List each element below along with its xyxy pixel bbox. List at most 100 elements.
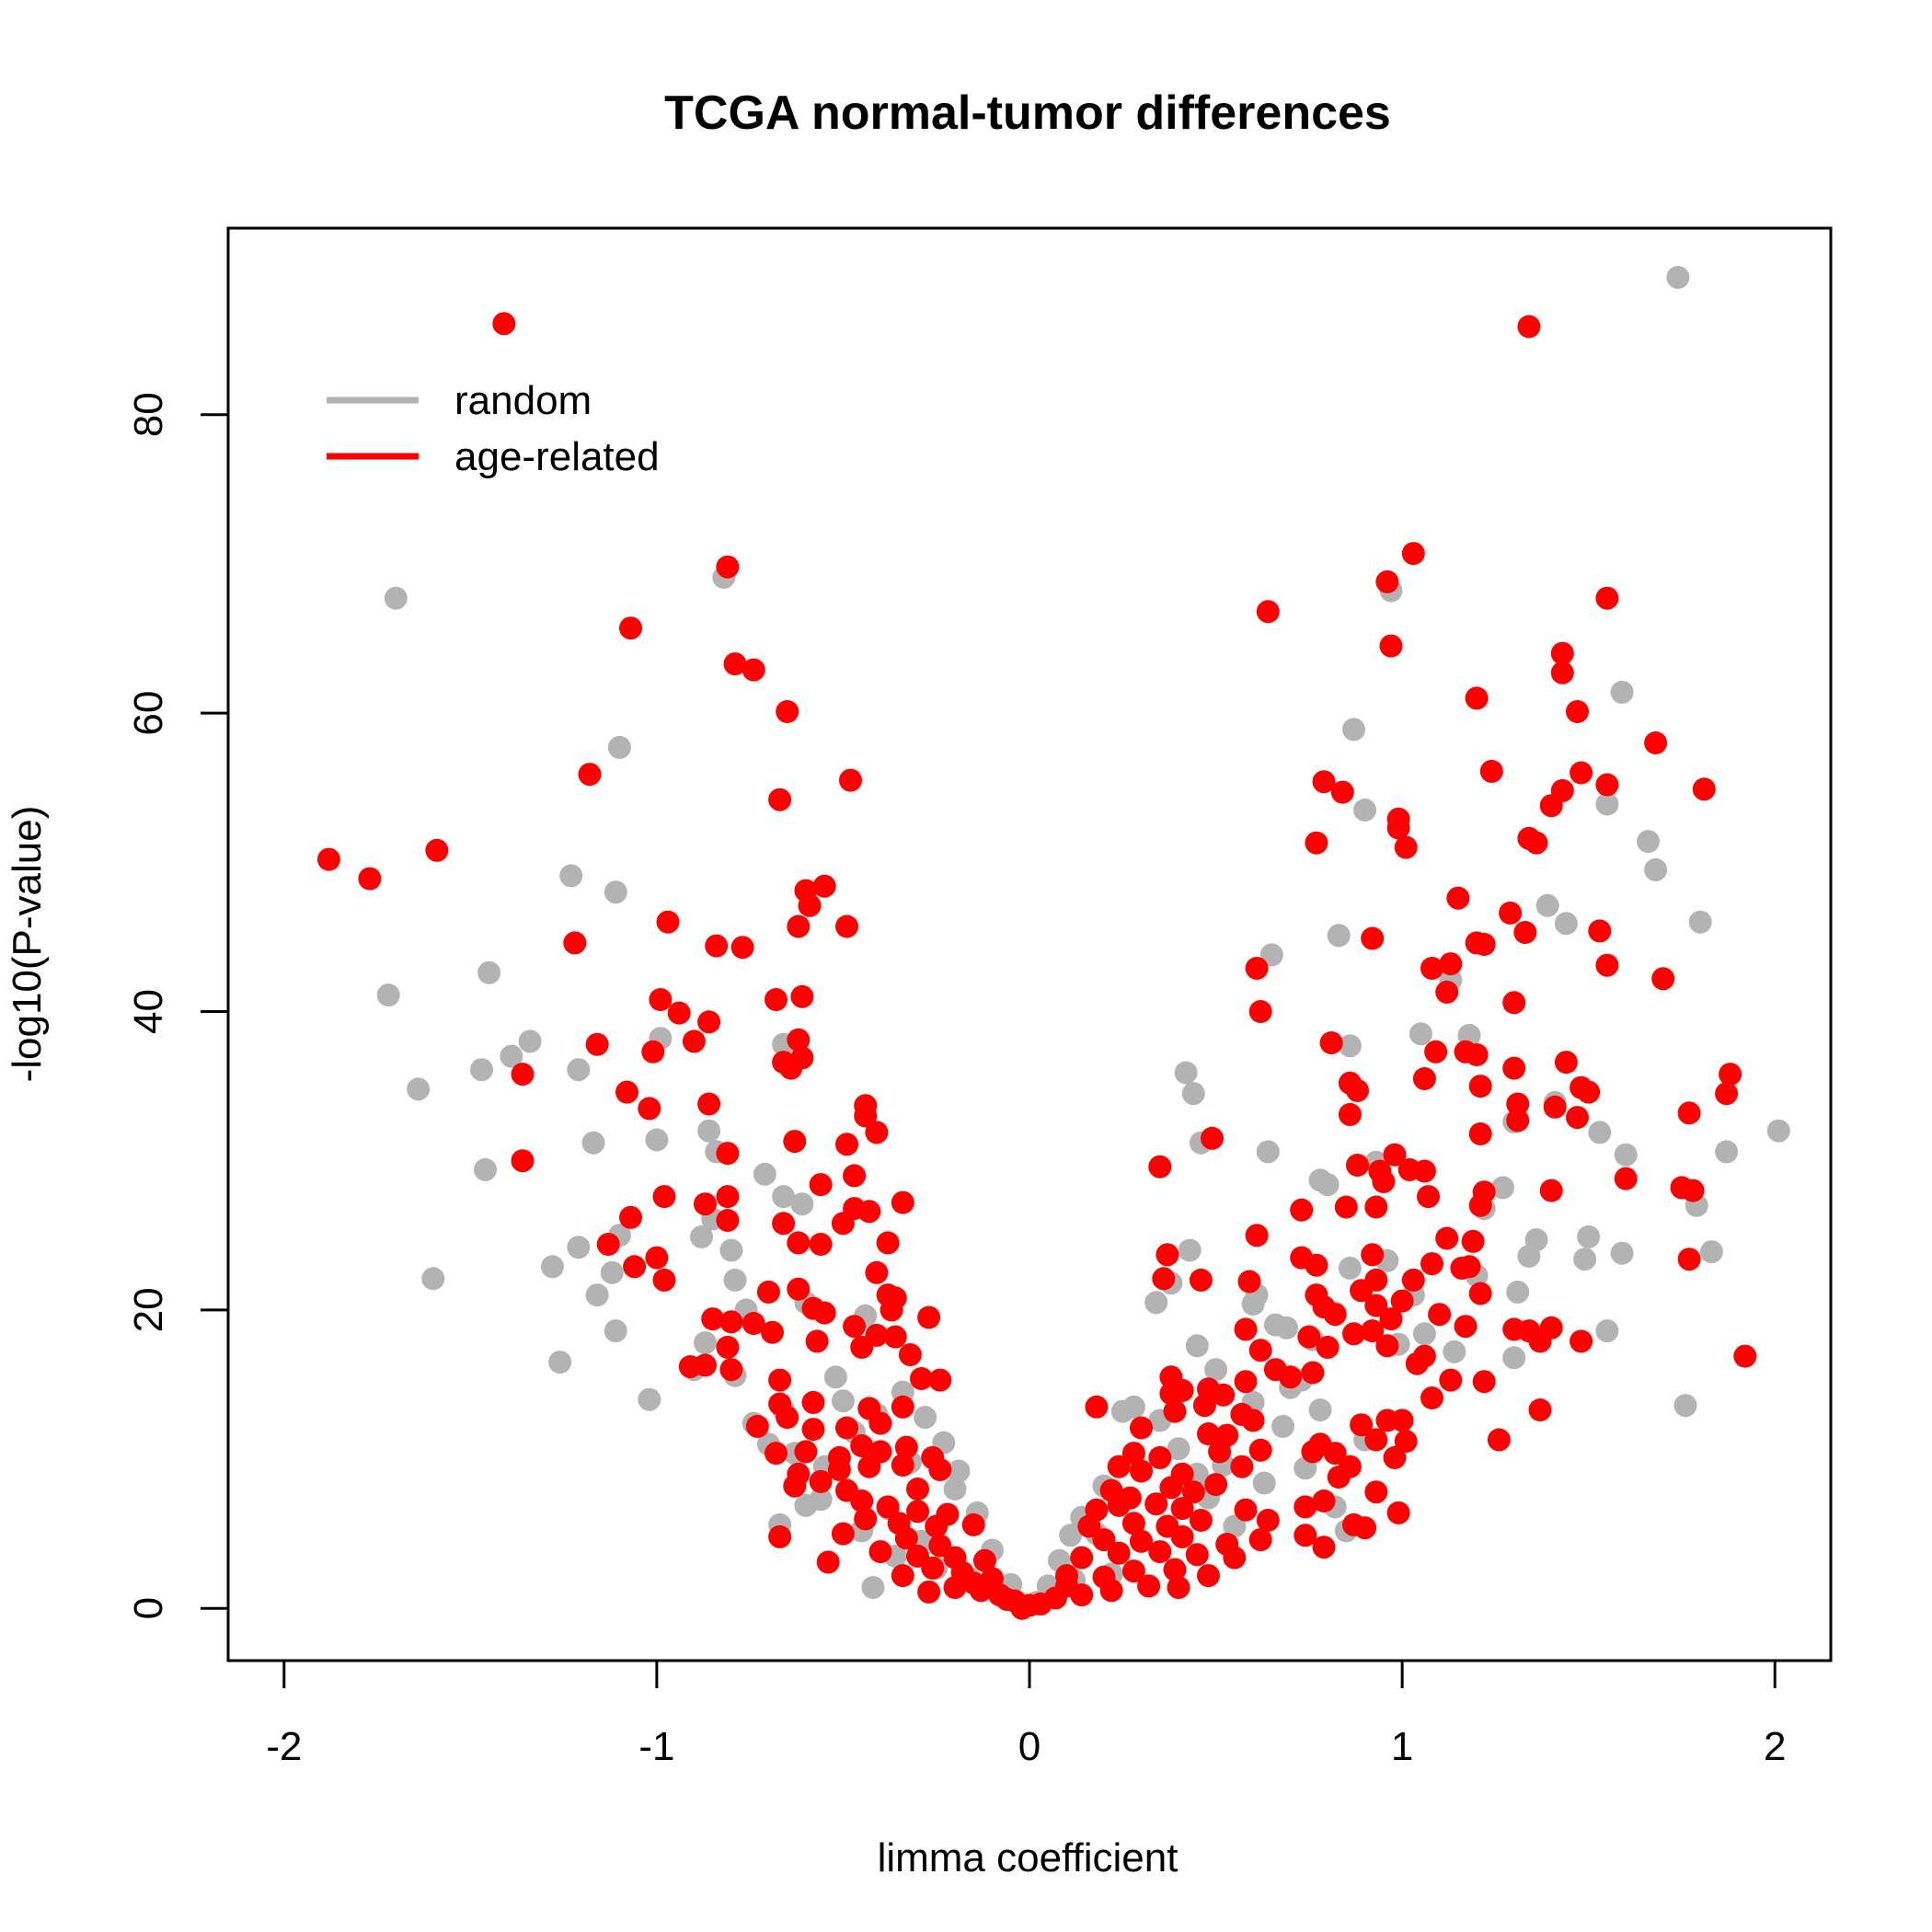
point-random-42	[1715, 1140, 1739, 1164]
point-age-related-202	[1733, 1344, 1757, 1368]
point-age-related-27	[768, 788, 792, 811]
point-random-69	[1699, 1240, 1723, 1264]
point-age-related-85	[854, 1104, 878, 1128]
point-age-related-342	[943, 1576, 967, 1599]
point-age-related-348	[1055, 1574, 1078, 1598]
point-random-7	[1353, 799, 1377, 822]
point-age-related-104	[511, 1149, 535, 1173]
point-age-related-73	[1319, 1031, 1343, 1054]
point-age-related-67	[641, 1040, 665, 1064]
point-age-related-151	[865, 1260, 889, 1284]
point-age-related-88	[1412, 1067, 1436, 1090]
point-age-related-119	[1681, 1179, 1705, 1202]
point-age-related-334	[1137, 1574, 1161, 1598]
point-age-related-204	[678, 1355, 702, 1378]
point-age-related-332	[921, 1556, 945, 1580]
point-age-related-186	[1361, 1319, 1385, 1343]
point-age-related-90	[1506, 1109, 1530, 1133]
point-age-related-40	[1446, 886, 1470, 910]
point-age-related-304	[768, 1524, 792, 1548]
point-age-related-313	[1294, 1524, 1317, 1547]
point-age-related-262	[827, 1457, 851, 1481]
point-age-related-258	[1323, 1442, 1347, 1466]
series-random	[376, 266, 1790, 1616]
point-age-related-320	[1070, 1546, 1094, 1570]
point-random-120	[1059, 1524, 1083, 1547]
point-random-44	[474, 1157, 497, 1181]
point-age-related-100	[783, 1130, 807, 1154]
point-age-related-335	[1099, 1579, 1123, 1603]
point-age-related-192	[1570, 1329, 1593, 1353]
point-age-related-162	[787, 1277, 811, 1301]
point-random-18	[477, 960, 501, 984]
point-age-related-196	[898, 1343, 922, 1366]
point-age-related-17	[1479, 759, 1503, 783]
point-random-142	[1673, 1394, 1697, 1418]
point-random-90	[1506, 1280, 1530, 1304]
point-age-related-75	[1424, 1040, 1448, 1064]
point-age-related-264	[891, 1454, 914, 1477]
point-age-related-308	[1092, 1528, 1116, 1552]
point-age-related-83	[697, 1092, 721, 1116]
point-age-related-239	[1197, 1422, 1220, 1445]
point-age-related-103	[1468, 1122, 1492, 1145]
point-age-related-137	[596, 1233, 620, 1256]
point-age-related-58	[1651, 967, 1675, 991]
point-random-151	[1185, 1334, 1209, 1358]
point-random-59	[600, 1260, 624, 1284]
point-age-related-30	[1394, 835, 1418, 859]
point-age-related-346	[1029, 1592, 1052, 1616]
point-age-related-36	[425, 838, 449, 862]
point-random-23	[500, 1044, 523, 1068]
point-age-related-112	[1372, 1169, 1396, 1193]
point-age-related-124	[772, 1212, 796, 1236]
point-age-related-154	[1237, 1270, 1261, 1294]
point-random-19	[376, 983, 400, 1007]
point-random-126	[1167, 1437, 1190, 1461]
point-age-related-136	[1468, 1193, 1492, 1217]
point-age-related-107	[1346, 1154, 1369, 1177]
point-age-related-219	[1212, 1383, 1236, 1407]
point-age-related-233	[745, 1414, 769, 1438]
point-age-related-91	[1543, 1095, 1567, 1119]
point-age-related-156	[1364, 1268, 1388, 1292]
point-age-related-344	[1167, 1576, 1190, 1599]
point-age-related-226	[1163, 1399, 1187, 1423]
point-age-related-2	[716, 555, 740, 579]
point-random-31	[1181, 1082, 1205, 1106]
point-age-related-79	[1554, 1051, 1578, 1075]
point-age-related-175	[917, 1305, 941, 1329]
point-age-related-314	[1312, 1535, 1336, 1559]
point-age-related-31	[1305, 831, 1328, 855]
point-age-related-247	[794, 1440, 818, 1464]
point-random-46	[772, 1185, 796, 1209]
point-random-11	[559, 864, 583, 888]
point-age-related-19	[578, 763, 602, 787]
point-age-related-265	[928, 1457, 952, 1481]
point-age-related-316	[868, 1540, 892, 1564]
point-age-related-20	[839, 768, 862, 792]
point-random-9	[1637, 830, 1660, 854]
point-age-related-326	[1163, 1558, 1187, 1581]
point-age-related-347	[995, 1588, 1019, 1611]
point-age-related-16	[1644, 731, 1668, 754]
point-age-related-168	[1364, 1294, 1388, 1317]
point-age-related-64	[1502, 991, 1526, 1015]
point-age-related-282	[876, 1495, 900, 1519]
point-random-17	[1259, 943, 1283, 967]
point-age-related-24	[1595, 773, 1619, 797]
point-random-39	[1256, 1140, 1280, 1164]
point-age-related-174	[880, 1298, 903, 1322]
point-age-related-11	[723, 652, 747, 676]
point-age-related-69	[787, 1028, 811, 1052]
point-random-139	[1443, 1340, 1466, 1363]
point-age-related-297	[1077, 1514, 1101, 1538]
point-random-153	[809, 1488, 833, 1512]
point-random-150	[1204, 1358, 1228, 1382]
point-random-65	[1517, 1245, 1541, 1268]
points-layer	[316, 266, 1790, 1620]
y-tick-label: 0	[126, 1597, 171, 1619]
point-random-15	[1688, 910, 1712, 934]
point-age-related-46	[1588, 919, 1612, 943]
point-age-related-56	[1435, 980, 1459, 1004]
